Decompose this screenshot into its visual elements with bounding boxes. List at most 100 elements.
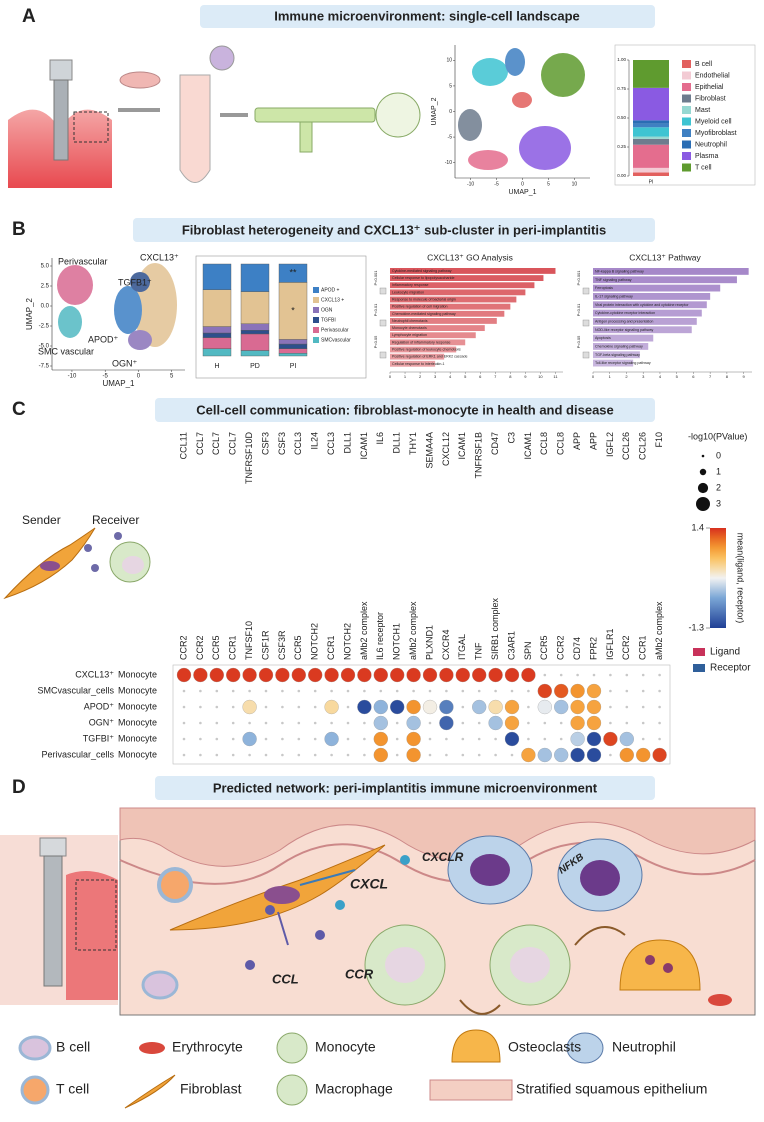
dot [406,699,421,715]
bar [390,268,556,274]
x-tick-label: H [214,363,219,370]
colorbar-label: -1.3 [688,622,704,632]
dot [297,705,301,709]
dot [215,705,219,709]
dot [636,747,651,763]
dot [504,699,520,715]
dot [521,667,536,683]
bar-label: Chemokine signaling pathway [595,344,643,348]
dot [504,731,520,747]
bar-segment [202,289,232,327]
dot [199,689,202,693]
receptor-label: CSF1R [260,630,270,660]
ligand-label: C3 [506,432,516,444]
bar [593,284,721,292]
bar-label: Cytokine-cytokine receptor interaction [595,311,655,315]
receiver-row-label: Monocyte [118,669,157,679]
dot [390,667,405,683]
sender-row-label: TGFBI⁺ [83,733,114,743]
dot [226,667,241,683]
x-tick-label: 7 [494,374,497,379]
plot-frame [195,255,367,379]
bar-label: Toll-like receptor signaling pathway [595,361,651,365]
x-tick-label: PD [250,363,260,370]
bar-label: Monocyte chemotaxis [392,326,427,330]
dot [346,705,350,709]
x-tick-label: 5 [464,374,467,379]
bar-label: Ferroptosis [595,286,613,290]
panel-letter: D [12,777,26,798]
bar-segment [633,120,669,124]
bar-segment [278,339,308,345]
dot [461,689,465,693]
sender-row-label: CXCL13⁺ [75,669,114,679]
cluster [128,330,152,350]
bar-label: NOD-like receptor signaling pathway [595,328,654,332]
arrow [459,999,501,1015]
bar [390,318,497,324]
x-tick-label: 5 [547,181,550,187]
dot [324,667,339,683]
dot [330,689,333,693]
bar-segment [633,136,669,139]
dot [586,731,602,747]
bar-segment [633,87,669,121]
dot [510,753,514,757]
cluster [114,286,142,334]
bar-label: TGF-beta signaling pathway [595,353,640,357]
receptor-label: TNFSF10 [244,621,254,660]
dot [422,699,438,715]
dot [652,747,667,763]
legend-label: T cell [56,1081,89,1097]
receptor-label: CCR2 [621,635,631,660]
ligand-label: TNFRSF1B [474,432,484,479]
legend-label: Erythrocyte [172,1039,243,1055]
dot [455,667,470,683]
legend-swatch [682,140,691,149]
dot [422,667,438,683]
dot [543,721,547,725]
bar [593,293,711,300]
ligand-label: CD47 [490,432,500,455]
dot [379,689,383,693]
dot [313,737,317,741]
bar-label: Cytokine-mediated signaling pathway [392,269,452,273]
receiver-label: Receiver [92,513,139,527]
cluster [58,306,82,338]
legend-label: Epithelial [695,84,724,91]
dot [242,667,257,683]
dot [330,721,333,725]
icon [566,1032,604,1064]
chemokine [265,905,275,915]
tube [179,74,211,183]
bar [390,310,505,317]
ligand-label: IL24 [310,432,320,450]
header-bg [200,5,655,28]
umap-clusters [57,263,177,350]
receptor-label: IGFLR1 [605,628,615,660]
receiver-row-label: Monocyte [118,717,157,727]
pvalue-key [379,351,387,359]
dot [439,715,454,731]
dot [554,683,569,699]
dot [641,737,645,741]
bar-label: Positive regulation of leukocyte chemota… [392,348,461,352]
sample-box [73,111,109,143]
dot [313,705,317,709]
dot [182,721,186,725]
legend-label: Plasma [695,153,718,160]
cluster [130,272,150,292]
ligand-dot [84,544,92,552]
y-tick-label: -2.5 [39,324,50,330]
bar [593,326,692,334]
dot [488,715,503,731]
receptor-label: IL6 receptor [375,612,385,660]
bar-segment [202,332,232,338]
dot [445,689,448,693]
y-tick-label: -5 [448,134,453,140]
legend-label: Myeloid cell [695,118,732,125]
bar-label: Inflammatory response [392,283,429,287]
bar-label: Neutrophil chemotaxis [392,319,428,323]
legend-swatch [682,163,691,172]
receiver-row-label: Monocyte [118,749,157,759]
